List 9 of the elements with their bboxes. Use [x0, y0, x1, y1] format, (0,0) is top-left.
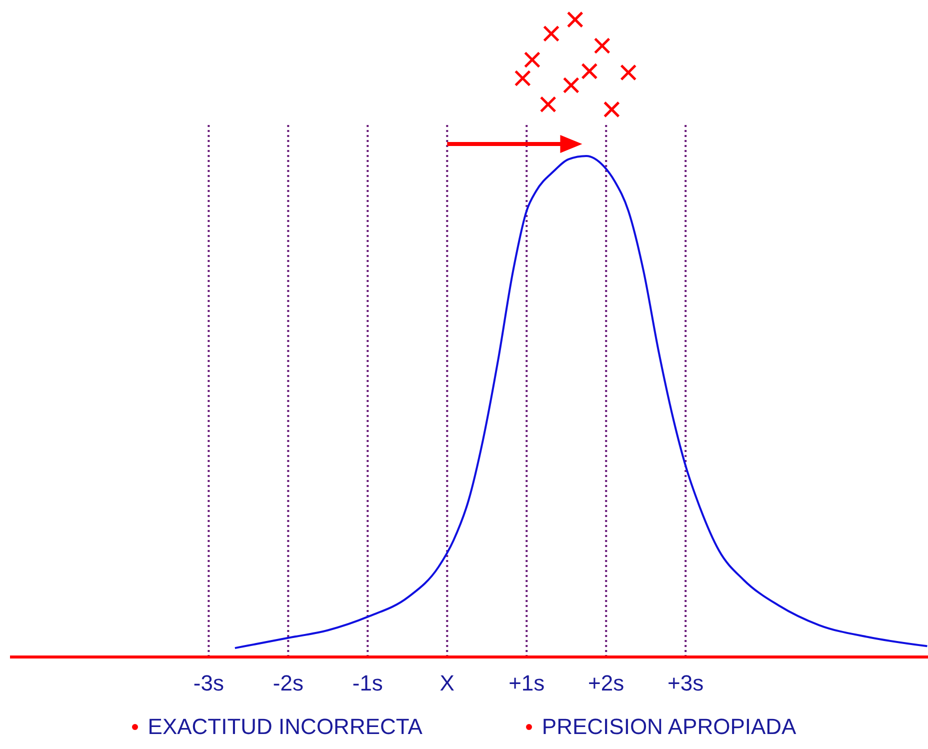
x-tick-label: +2s — [588, 670, 624, 696]
x-tick-label: -3s — [193, 670, 224, 696]
text: EXACTITUD INCORRECTA — [148, 714, 422, 740]
x-tick-label: -1s — [352, 670, 383, 696]
x-tick-label: X — [440, 670, 455, 696]
x-tick-label: +3s — [668, 670, 704, 696]
x-tick-label: +1s — [508, 670, 545, 696]
x-tick-label: -2s — [272, 670, 304, 696]
text: PRECISION APROPIADA — [542, 714, 796, 740]
